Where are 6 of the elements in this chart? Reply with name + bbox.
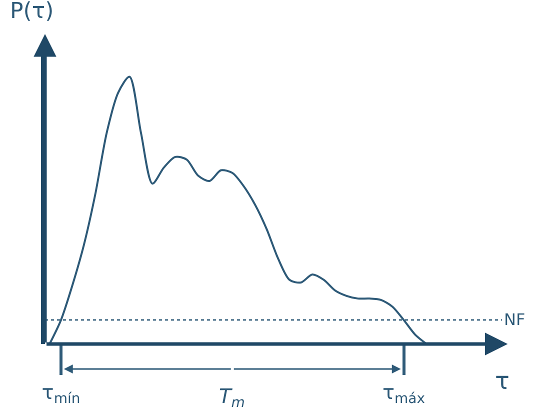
- y-axis-title: P(τ): [10, 0, 54, 24]
- ref-line-label: NF: [504, 310, 526, 329]
- x-axis-title: τ: [495, 367, 510, 395]
- x-tick-label: τ$_{máx}$: [382, 380, 426, 408]
- x-tick-label: τ$_{mín}$: [42, 380, 80, 408]
- text: T$_{m}$: [219, 384, 245, 412]
